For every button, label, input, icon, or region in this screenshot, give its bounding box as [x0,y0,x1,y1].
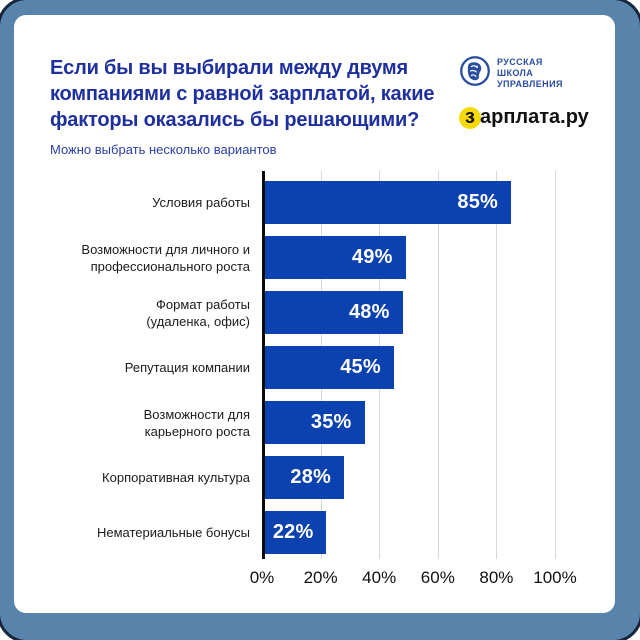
bar-value-label: 48% [348,301,390,323]
category-labels: Условия работы Возможности для личного и… [50,171,262,560]
bar-format-raboty: 48% [262,291,403,334]
rsu-logo-line2: ШКОЛА [497,68,534,78]
bars: 85% 49% 48% 45% 35% 28% [262,171,592,554]
page-title: Если бы вы выбирали между двумя компания… [50,57,435,131]
x-tick-label: 60% [420,568,455,587]
zarplata-highlight-circle: з [459,106,481,129]
zarplata-logo: з арплата.ру [459,106,589,129]
zarplata-logo-rest: арплата.ру [480,106,589,128]
bar-value-label: 85% [457,191,499,213]
category-label: Формат работы (удаленка, офис) [146,296,250,329]
y-axis-line [262,171,265,559]
x-tick-label: 100% [533,568,577,587]
bar-korporativnaya-kultura: 28% [262,456,345,499]
bar-reputaciya-kompanii: 45% [262,346,394,389]
gridline-80 [496,171,498,559]
category-label: Репутация компании [124,360,250,375]
gridline-100 [555,171,556,559]
category-label: Условия работы [152,195,250,210]
x-tick-label: 40% [362,568,397,587]
bar-value-label: 49% [351,246,393,268]
bar-nematerialnye-bonusy: 22% [262,511,327,554]
bar-value-label: 22% [272,521,314,543]
gridline-60 [437,171,439,559]
rsu-logo-line1: РУССКАЯ [497,57,543,67]
plot-area: 85% 49% 48% 45% 35% 28% [262,171,592,559]
zarplata-highlight-letter: з [465,106,475,128]
rsu-logo-line3: УПРАВЛЕНИЯ [497,79,563,89]
category-label: Корпоративная культура [102,470,250,485]
x-tick-label: 80% [479,568,514,587]
bar-usloviya-raboty: 85% [262,181,512,224]
header: Если бы вы выбирали между двумя компания… [50,55,595,157]
subtitle: Можно выбрать несколько вариантов [50,142,277,157]
bar-value-label: 35% [310,411,352,433]
bar-value-label: 45% [340,356,381,378]
x-tick-label: 0% [249,568,275,587]
rsu-logo-text: РУССКАЯ ШКОЛА УПРАВЛЕНИЯ [497,57,563,90]
bar-karerny-rost: 35% [262,401,365,444]
bar-chart: Условия работы Возможности для личного и… [50,171,595,560]
x-axis-ticks: 0% 20% 40% 60% 80% 100% [250,568,595,592]
card: Если бы вы выбирали между двумя компания… [14,15,615,613]
rsu-logo: РУССКАЯ ШКОЛА УПРАВЛЕНИЯ [459,55,589,92]
category-label: Возможности для карьерного роста [143,406,250,439]
rsu-logo-icon [459,55,491,92]
category-label: Возможности для личного и профессионально… [81,241,250,274]
x-tick-label: 20% [303,568,338,587]
bar-vozmozhnosti-lichnogo-rosta: 49% [262,236,406,279]
logos: РУССКАЯ ШКОЛА УПРАВЛЕНИЯ з арплата.ру [459,55,589,129]
category-label: Нематериальные бонусы [96,525,250,540]
bar-value-label: 28% [290,466,332,488]
